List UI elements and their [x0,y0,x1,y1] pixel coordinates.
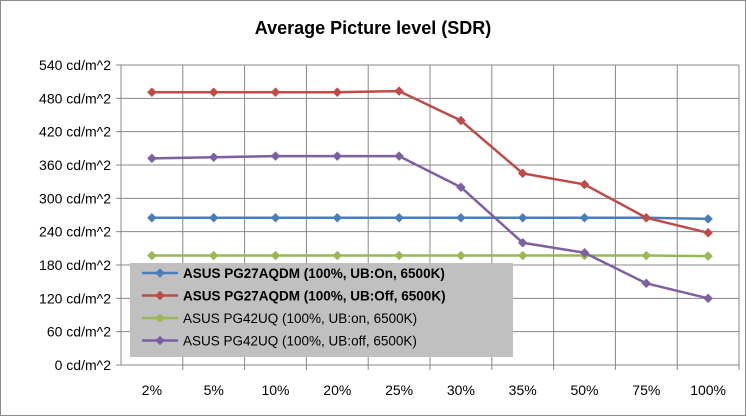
data-point [332,87,343,98]
series-line [151,216,709,221]
data-point [579,212,590,223]
data-point [703,227,713,238]
data-point [270,250,281,261]
data-point [517,237,528,248]
chart-title: Average Picture level (SDR) [255,18,491,38]
series-3 [147,151,713,304]
data-point [703,251,713,261]
legend-label: ASUS PG42UQ (100%, UB:off, 6500K) [183,334,417,349]
data-point [641,212,652,223]
y-tick-label: 240 cd/m^2 [39,224,111,240]
data-point [394,212,404,223]
data-point [270,212,281,223]
legend-swatch-marker [155,313,165,323]
data-point [579,247,590,258]
series-line [151,154,709,300]
data-point [270,87,281,98]
data-point [270,151,281,161]
x-tick-label: 10% [261,382,289,398]
x-tick-label: 25% [385,382,413,398]
x-tick-label: 2% [142,382,162,398]
data-point [332,151,343,161]
data-point [456,115,466,126]
data-point [208,212,219,223]
y-tick-label: 300 cd/m^2 [39,190,111,206]
legend-swatch-marker [155,268,165,278]
legend-swatch-marker [155,335,165,346]
data-point [394,86,404,96]
data-point [641,278,652,289]
series-line [151,254,709,258]
y-tick-label: 120 cd/m^2 [39,290,111,306]
data-point [208,87,219,98]
axis-layer: 0 cd/m^2 60 cd/m^2 120 cd/m^2 180 cd/m^2 240… [39,57,739,398]
x-tick-label: 35% [509,382,537,398]
legend-swatch-marker [155,290,165,301]
data-point [641,250,652,261]
data-point [394,151,404,161]
x-tick-label: 5% [204,382,224,398]
data-point [456,250,466,261]
series-layer [147,86,713,304]
data-point [147,153,157,164]
data-point [456,182,466,193]
data-point [394,250,404,261]
x-tick-label: 75% [632,382,660,398]
y-tick-label: 0 cd/m^2 [55,357,112,373]
data-point [147,212,157,223]
data-point [517,250,528,261]
x-tick-label: 100% [690,382,726,398]
y-tick-label: 360 cd/m^2 [39,157,111,173]
data-point [579,179,590,190]
x-tick-label: 20% [323,382,351,398]
data-point [332,212,343,223]
legend-background [130,263,513,357]
legend-label: ASUS PG27AQDM (100%, UB:On, 6500K) [183,266,445,281]
y-tick-label: 480 cd/m^2 [39,90,111,106]
data-point [703,214,713,224]
data-point [208,250,219,261]
x-tick-label: 50% [570,382,598,398]
data-point [517,168,528,179]
legend: ASUS PG27AQDM (100%, UB:On, 6500K) ASUS P… [130,263,513,357]
data-point [208,152,219,163]
y-tick-label: 420 cd/m^2 [39,124,111,140]
x-tick-label: 30% [447,382,475,398]
series-1 [147,86,713,238]
legend-label: ASUS PG27AQDM (100%, UB:Off, 6500K) [183,289,446,304]
data-point [517,212,528,223]
data-point [703,293,713,304]
y-tick-label: 60 cd/m^2 [47,324,111,340]
series-line [151,89,709,234]
legend-label: ASUS PG42UQ (100%, UB:on, 6500K) [183,311,417,326]
data-point [332,250,343,261]
data-point [147,250,157,261]
data-point [147,87,157,98]
data-point [456,212,466,223]
y-tick-label: 540 cd/m^2 [39,57,111,73]
y-tick-label: 180 cd/m^2 [39,257,111,273]
